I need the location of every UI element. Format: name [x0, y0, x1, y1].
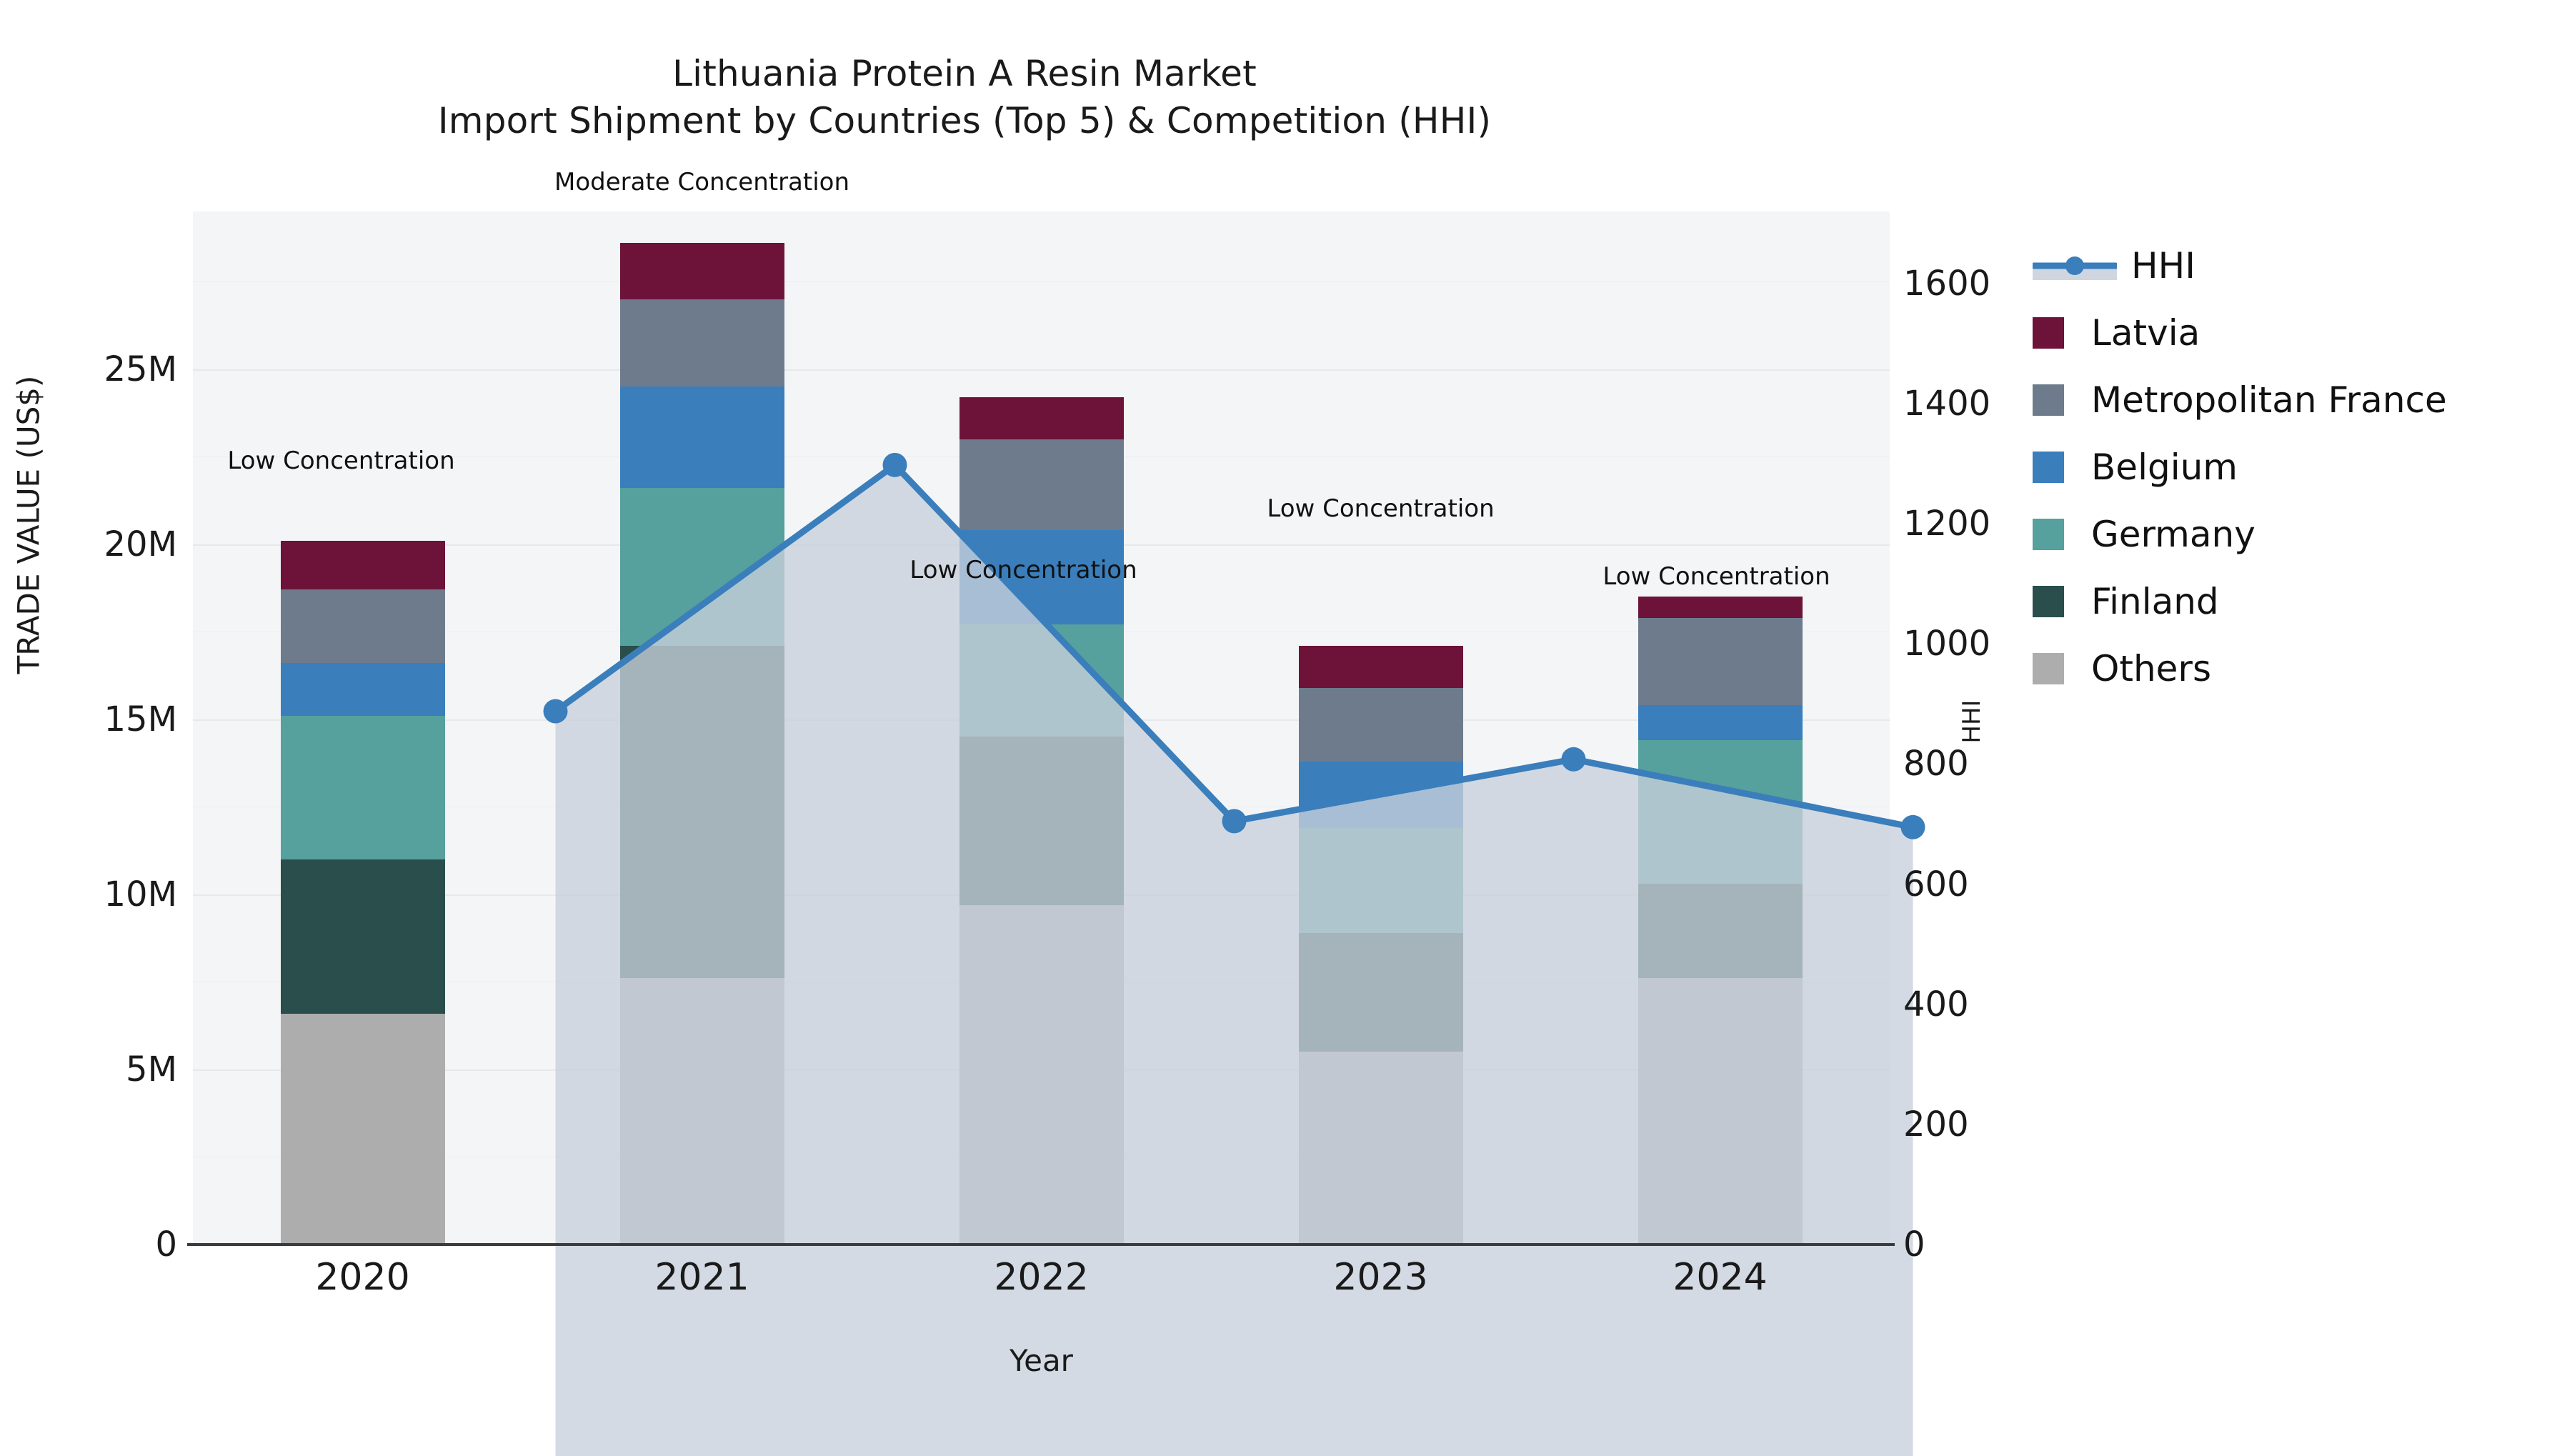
y-axis-right-tick-label: 200: [1903, 1104, 1969, 1145]
chart-title: Lithuania Protein A Resin Market: [672, 53, 1257, 94]
concentration-annotation: Low Concentration: [1602, 562, 1830, 591]
plot-area: [193, 211, 1925, 1456]
bar-group[interactable]: [1638, 211, 1803, 1245]
bar-segment[interactable]: [959, 904, 1124, 1245]
legend-item[interactable]: HHI: [2030, 232, 2561, 299]
x-axis-tick-label: 2021: [654, 1256, 749, 1299]
bar-segment[interactable]: [280, 715, 445, 859]
legend-item[interactable]: Metropolitan France: [2033, 367, 2561, 434]
concentration-annotation: Low Concentration: [909, 556, 1137, 585]
bar-group[interactable]: [1298, 211, 1463, 1245]
x-axis-tick-label: 2023: [1333, 1256, 1428, 1299]
y-axis-right-tick-label: 1200: [1903, 504, 1991, 544]
y-axis-left-tick-label: 15M: [104, 699, 178, 739]
legend-color-swatch: [2033, 653, 2064, 684]
bar-segment[interactable]: [1638, 617, 1803, 706]
bar-segment[interactable]: [619, 243, 784, 299]
x-axis-tick-label: 2024: [1673, 1256, 1768, 1299]
bar-segment[interactable]: [1298, 645, 1463, 688]
y-axis-left-title: TRADE VALUE (US$): [11, 375, 46, 674]
y-axis-left-tick-label: 0: [155, 1225, 177, 1265]
y-axis-left-tick-label: 5M: [126, 1049, 177, 1089]
x-axis-tick-label: 2022: [994, 1256, 1089, 1299]
bar-segment[interactable]: [1638, 884, 1803, 979]
y-axis-right-ticks: 0 200 400 600 800 1000 1200 1400 1600: [1903, 0, 2118, 1447]
y-axis-right-tick-label: 0: [1903, 1225, 1925, 1265]
bar-segment[interactable]: [619, 299, 784, 387]
bar-group[interactable]: [280, 211, 445, 1245]
bar-segment[interactable]: [619, 645, 784, 979]
bar-segment[interactable]: [959, 737, 1124, 905]
bar-segment[interactable]: [280, 540, 445, 590]
y-axis-right-title: HHI: [1958, 699, 1986, 744]
hhi-data-point[interactable]: [1222, 809, 1247, 834]
gridline-minor: [193, 281, 1890, 283]
bar-segment[interactable]: [280, 589, 445, 664]
y-axis-right-tick-label: 600: [1903, 864, 1969, 904]
hhi-data-point[interactable]: [1561, 747, 1586, 772]
legend-color-swatch: [2033, 452, 2064, 483]
bar-segment[interactable]: [959, 624, 1124, 737]
legend-item-label: Belgium: [2091, 447, 2238, 488]
bar-segment[interactable]: [280, 663, 445, 716]
legend-item[interactable]: Belgium: [2033, 434, 2561, 501]
legend-line-icon: [2030, 250, 2119, 281]
y-axis-right-tick-label: 1000: [1903, 624, 1991, 664]
bar-segment[interactable]: [280, 859, 445, 1014]
bar-segment[interactable]: [1298, 761, 1463, 828]
bar-segment[interactable]: [1638, 978, 1803, 1245]
bar-segment[interactable]: [1298, 827, 1463, 933]
chart-subtitle: Import Shipment by Countries (Top 5) & C…: [437, 100, 1492, 141]
y-axis-right-tick-label: 400: [1903, 984, 1969, 1024]
legend-color-swatch: [2033, 384, 2064, 416]
y-axis-right-tick-label: 1400: [1903, 384, 1991, 424]
concentration-annotation: Low Concentration: [1267, 494, 1495, 523]
bar-segment[interactable]: [1638, 597, 1803, 618]
bar-segment[interactable]: [1638, 740, 1803, 884]
y-axis-left-tick-label: 20M: [104, 524, 178, 564]
x-axis-tick-label: 2020: [315, 1256, 410, 1299]
bar-group[interactable]: [959, 211, 1124, 1245]
bar-group[interactable]: [619, 211, 784, 1245]
legend-color-swatch: [2033, 317, 2064, 349]
legend-item-label: Germany: [2091, 514, 2256, 555]
x-axis-line: [187, 1243, 1895, 1246]
y-axis-left-tick-label: 25M: [104, 349, 178, 389]
legend: HHI Latvia Metropolitan France Belgium Germa…: [2030, 232, 2561, 702]
legend-item[interactable]: Others: [2033, 635, 2561, 702]
bar-segment[interactable]: [1298, 932, 1463, 1052]
bar-segment[interactable]: [959, 439, 1124, 531]
bar-segment[interactable]: [1298, 687, 1463, 762]
legend-item[interactable]: Latvia: [2033, 299, 2561, 367]
legend-item[interactable]: Finland: [2033, 568, 2561, 635]
legend-item-label: Metropolitan France: [2091, 379, 2447, 421]
bar-segment[interactable]: [280, 1013, 445, 1245]
x-axis-title: Year: [1010, 1343, 1073, 1378]
bar-segment[interactable]: [1638, 705, 1803, 741]
bar-segment[interactable]: [1298, 1052, 1463, 1245]
legend-color-swatch: [2033, 519, 2064, 550]
bar-segment[interactable]: [959, 397, 1124, 439]
legend-item[interactable]: Germany: [2033, 501, 2561, 568]
legend-item-label: Finland: [2091, 581, 2219, 622]
y-axis-left-ticks: 0 5M 10M 15M 20M 25M: [0, 0, 178, 1447]
y-axis-right-tick-label: 800: [1903, 744, 1969, 784]
bar-segment[interactable]: [619, 978, 784, 1245]
legend-item-label: HHI: [2131, 245, 2195, 286]
bar-segment[interactable]: [619, 387, 784, 489]
concentration-annotation: Moderate Concentration: [554, 167, 850, 196]
legend-item-label: Latvia: [2091, 312, 2200, 354]
chart-title-block: Lithuania Protein A Resin Market Import …: [0, 50, 1929, 144]
legend-color-swatch: [2033, 586, 2064, 617]
concentration-annotation: Low Concentration: [227, 446, 455, 475]
gridline-major: [193, 369, 1890, 371]
bar-segment[interactable]: [619, 488, 784, 646]
y-axis-right-tick-label: 1600: [1903, 263, 1991, 304]
y-axis-left-tick-label: 10M: [104, 874, 178, 914]
legend-item-label: Others: [2091, 648, 2212, 689]
